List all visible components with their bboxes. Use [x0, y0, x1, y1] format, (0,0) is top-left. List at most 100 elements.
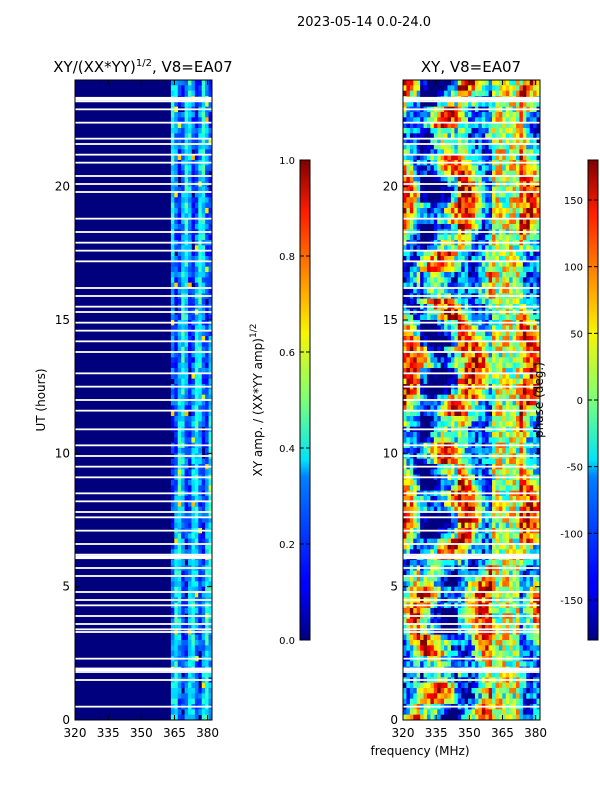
phase-heatmap-cell [444, 496, 448, 502]
phase-heatmap-cell [485, 389, 489, 395]
phase-heatmap-cell [529, 117, 534, 123]
phase-heatmap-cell [498, 522, 503, 529]
amp-heatmap-cell [191, 277, 196, 283]
phase-heatmap-cell [416, 394, 421, 401]
amp-heatmap-cell [205, 288, 209, 294]
amp-heatmap-cell [194, 202, 199, 209]
phase-heatmap-cell [413, 330, 417, 337]
phase-heatmap-cell [413, 90, 417, 97]
amp-heatmap-cell [184, 645, 189, 651]
phase-heatmap-cell [416, 538, 421, 545]
phase-heatmap-cell [516, 330, 520, 337]
amp-heatmap-cell [205, 336, 209, 342]
amp-heatmap-cell [170, 202, 175, 209]
amp-heatmap-cell [205, 485, 209, 491]
phase-heatmap-cell [502, 496, 507, 502]
phase-heatmap-cell [502, 421, 507, 427]
amp-heatmap-cell [181, 693, 185, 699]
phase-heatmap-cell [485, 144, 489, 150]
amp-heatmap-cell [208, 506, 212, 513]
phase-heatmap-cell [502, 330, 507, 337]
phase-heatmap-cell [529, 138, 534, 145]
phase-heatmap-cell [450, 144, 455, 150]
phase-heatmap-cell [474, 122, 479, 129]
amp-heatmap-cell [201, 410, 206, 417]
phase-heatmap-cell [437, 117, 441, 123]
phase-heatmap-cell [426, 512, 431, 518]
phase-heatmap-cell [444, 133, 448, 139]
phase-heatmap-cell [468, 480, 472, 486]
phase-heatmap-cell [485, 421, 489, 427]
phase-heatmap-cell [505, 245, 510, 251]
phase-heatmap-cell [406, 128, 411, 134]
phase-heatmap-cell [533, 336, 537, 342]
phase-heatmap-cell [430, 213, 435, 219]
phase-heatmap-cell [461, 245, 465, 251]
phase-heatmap-cell [433, 85, 438, 91]
phase-heatmap-cell [457, 80, 462, 86]
amp-heatmap-cell [177, 378, 182, 385]
phase-heatmap-cell [416, 101, 421, 107]
phase-heatmap-cell [505, 288, 510, 294]
amp-heatmap-cell [184, 378, 189, 385]
phase-heatmap-cell [526, 277, 531, 283]
phase-heatmap-cell [426, 352, 431, 358]
amp-heatmap-cell [188, 618, 192, 625]
amp-heatmap-cell [181, 618, 185, 625]
phase-heatmap-cell [440, 80, 445, 86]
phase-heatmap-cell [457, 165, 462, 171]
phase-heatmap-cell [437, 421, 441, 427]
amp-heatmap-cell [205, 122, 209, 129]
phase-heatmap-cell [474, 352, 479, 358]
phase-heatmap-cell [526, 352, 531, 358]
phase-heatmap-cell [433, 496, 438, 502]
phase-heatmap-cell [420, 144, 424, 150]
phase-heatmap-cell [495, 496, 500, 502]
phase-heatmap-cell [509, 250, 513, 257]
phase-heatmap-cell [485, 245, 489, 251]
phase-heatmap-cell [437, 85, 441, 91]
phase-heatmap-cell [468, 186, 472, 193]
phase-heatmap-cell [444, 112, 448, 118]
amp-colorbar-tick-label: 0.0 [279, 636, 295, 647]
phase-heatmap-cell [416, 170, 421, 177]
phase-heatmap-cell [468, 469, 472, 475]
amp-heatmap-cell [170, 133, 175, 139]
amp-heatmap-cell [198, 693, 203, 699]
amp-heatmap-cell [201, 272, 206, 278]
phase-heatmap-cell [409, 149, 414, 155]
phase-heatmap-cell [464, 266, 469, 273]
phase-heatmap-cell [468, 245, 472, 251]
phase-heatmap-cell [450, 394, 455, 401]
amp-heatmap-cell [191, 581, 196, 587]
phase-heatmap-cell [536, 213, 540, 219]
phase-heatmap-cell [509, 512, 513, 518]
phase-heatmap-cell [481, 218, 486, 225]
phase-heatmap-cell [423, 437, 428, 443]
phase-heatmap-cell [420, 533, 424, 539]
amp-heatmap-cell [181, 400, 185, 406]
amp-heatmap-cell [184, 138, 189, 145]
phase-heatmap-cell [403, 432, 407, 438]
phase-heatmap-cell [478, 288, 483, 294]
phase-heatmap-cell [430, 224, 435, 230]
phase-heatmap-cell [533, 416, 537, 422]
phase-heatmap-cell [481, 197, 486, 203]
amp-heatmap-cell [194, 608, 199, 614]
phase-heatmap-cell [403, 90, 407, 97]
amp-heatmap-cell [201, 357, 206, 363]
phase-heatmap-cell [509, 192, 513, 198]
amp-heatmap-cell [174, 693, 179, 699]
amp-heatmap-cell [184, 458, 189, 465]
flagged-gap [75, 679, 212, 681]
phase-heatmap-cell [522, 362, 527, 369]
amp-heatmap-cell [188, 624, 192, 630]
phase-heatmap-cell [498, 357, 503, 363]
phase-heatmap-cell [461, 117, 465, 123]
phase-heatmap-cell [536, 208, 540, 214]
phase-heatmap-cell [498, 480, 503, 486]
phase-heatmap-cell [516, 437, 520, 443]
phase-heatmap-cell [522, 298, 527, 305]
phase-heatmap-cell [495, 112, 500, 118]
amp-heatmap-cell [184, 117, 189, 123]
